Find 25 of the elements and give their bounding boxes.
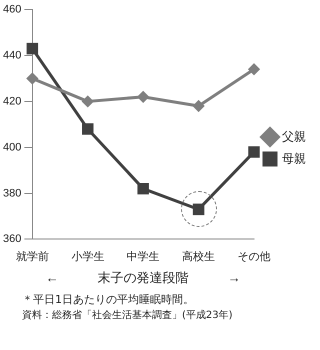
y-tick-label: 360 (2, 233, 22, 246)
point (138, 91, 149, 102)
x-axis-title: ← 末子の発達段階 → (46, 270, 241, 285)
y-tick-label: 440 (2, 50, 22, 62)
point (26, 42, 38, 54)
point (82, 96, 94, 107)
text: 資料：総務省「社会生活基本調査」(平成23年) (22, 308, 234, 323)
x-tick-label: 小学生 (71, 250, 104, 263)
text: ＊平日1日あたりの平均睡眠時間。 (22, 292, 195, 308)
legend-label: 父親 (282, 129, 306, 144)
point (26, 72, 38, 84)
point (137, 182, 149, 194)
x-tick-label: 高校生 (182, 250, 216, 263)
x-tick-label: 就学前 (16, 250, 49, 263)
x-tick-label: その他 (238, 250, 270, 263)
y-tick-label: 380 (2, 187, 22, 200)
point (82, 123, 94, 135)
point (193, 100, 204, 112)
y-tick-label: 460 (2, 4, 22, 16)
y-tick-label: 420 (2, 95, 22, 108)
point (248, 146, 260, 158)
legend-label: 母親 (282, 151, 306, 166)
y-tick-label: 400 (2, 141, 22, 154)
x-tick-label: 中学生 (126, 250, 160, 263)
point (248, 64, 260, 75)
